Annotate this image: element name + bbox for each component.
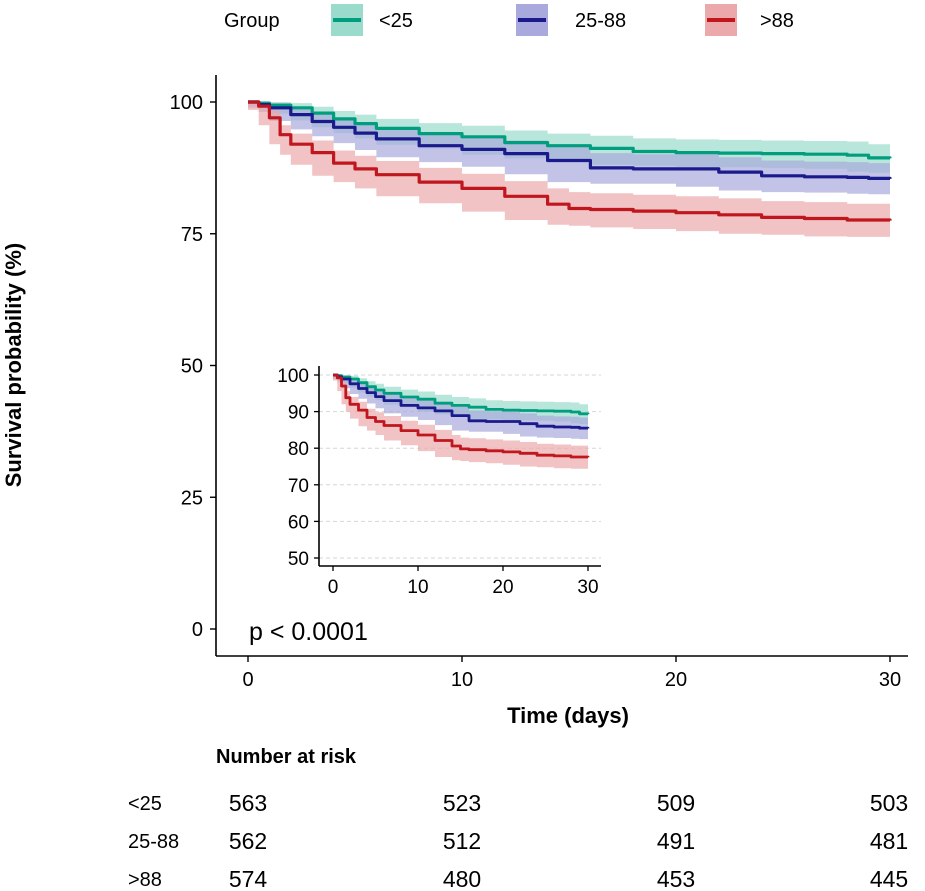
risk-table-title: Number at risk bbox=[216, 746, 357, 768]
legend-item-gt88: >88 bbox=[705, 4, 794, 36]
inset-y-tick-label: 70 bbox=[288, 476, 309, 497]
legend-label: 25-88 bbox=[575, 10, 626, 32]
survival-curve-lt25 bbox=[248, 100, 892, 160]
inset-survival-curve-gt88 bbox=[333, 373, 590, 459]
risk-row-25-88: 25-88 562 512 491 481 bbox=[128, 828, 908, 854]
risk-cell: 563 bbox=[229, 790, 267, 816]
inset-x-tick-label: 10 bbox=[407, 577, 428, 598]
inset-plot: 50 60 70 80 90 100 0 10 20 30 bbox=[277, 366, 601, 598]
y-ticks: 0 25 50 75 100 bbox=[170, 92, 216, 641]
confidence-band-lt25 bbox=[248, 102, 890, 173]
inset-y-tick-label: 100 bbox=[277, 366, 309, 387]
legend-label: >88 bbox=[760, 10, 794, 32]
y-tick-label: 25 bbox=[181, 487, 203, 509]
inset-y-tick-label: 80 bbox=[288, 439, 309, 460]
confidence-band-gt88 bbox=[248, 102, 890, 237]
risk-row-label: >88 bbox=[128, 869, 162, 891]
legend-label: <25 bbox=[379, 10, 413, 32]
y-tick-label: 0 bbox=[192, 619, 203, 641]
risk-cell: 480 bbox=[443, 866, 481, 891]
inset-y-ticks: 50 60 70 80 90 100 bbox=[277, 366, 319, 570]
legend-item-lt25: <25 bbox=[331, 4, 413, 36]
survival-curve-25-88 bbox=[248, 100, 892, 180]
x-axis-title: Time (days) bbox=[507, 703, 629, 728]
y-tick-label: 75 bbox=[181, 224, 203, 246]
risk-cell: 562 bbox=[229, 828, 267, 854]
x-tick-label: 30 bbox=[879, 669, 901, 691]
risk-table: Number at risk <25 563 523 509 503 25-88… bbox=[128, 746, 908, 891]
legend: Group <25 25-88 >88 bbox=[224, 4, 794, 36]
risk-row-gt88: >88 574 480 453 445 bbox=[128, 866, 908, 891]
inset-x-tick-label: 20 bbox=[492, 577, 513, 598]
x-tick-label: 0 bbox=[242, 669, 253, 691]
risk-cell: 523 bbox=[443, 790, 481, 816]
inset-y-tick-label: 50 bbox=[288, 549, 309, 570]
risk-cell: 503 bbox=[870, 790, 908, 816]
inset-x-tick-label: 30 bbox=[577, 577, 598, 598]
inset-survival-curves bbox=[333, 373, 590, 459]
risk-cell: 509 bbox=[657, 790, 695, 816]
y-axis-title: Survival probability (%) bbox=[1, 243, 26, 488]
y-tick-label: 100 bbox=[170, 92, 203, 114]
survival-curve-gt88 bbox=[248, 100, 892, 222]
legend-title: Group bbox=[224, 10, 280, 32]
x-tick-label: 20 bbox=[665, 669, 687, 691]
risk-cell: 491 bbox=[657, 828, 695, 854]
x-ticks: 0 10 20 30 bbox=[242, 656, 901, 691]
inset-y-tick-label: 60 bbox=[288, 512, 309, 533]
inset-y-tick-label: 90 bbox=[288, 403, 309, 424]
risk-row-label: 25-88 bbox=[128, 831, 179, 853]
legend-item-25-88: 25-88 bbox=[516, 4, 626, 36]
risk-row-label: <25 bbox=[128, 793, 162, 815]
inset-survival-curve-lt25 bbox=[333, 373, 590, 416]
risk-cell: 574 bbox=[229, 866, 268, 891]
risk-cell: 453 bbox=[657, 866, 695, 891]
inset-survival-curve-25-88 bbox=[333, 373, 590, 430]
risk-cell: 445 bbox=[870, 866, 908, 891]
inset-x-tick-label: 0 bbox=[328, 577, 339, 598]
risk-row-lt25: <25 563 523 509 503 bbox=[128, 790, 908, 816]
risk-cell: 512 bbox=[443, 828, 481, 854]
main-survival-curves bbox=[248, 100, 892, 222]
x-tick-label: 10 bbox=[451, 669, 473, 691]
inset-confidence-band-gt88 bbox=[333, 375, 588, 469]
inset-x-ticks: 0 10 20 30 bbox=[328, 566, 599, 598]
y-tick-label: 50 bbox=[181, 356, 203, 378]
p-value-annotation: p < 0.0001 bbox=[249, 618, 368, 646]
risk-cell: 481 bbox=[870, 828, 908, 854]
